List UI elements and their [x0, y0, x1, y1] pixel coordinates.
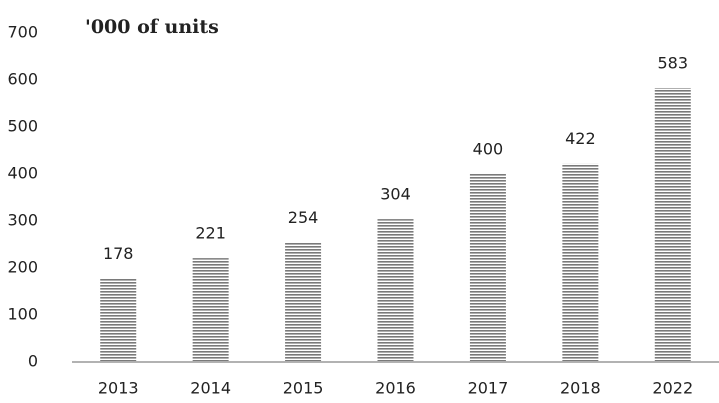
data-label: 422	[565, 129, 596, 148]
chart-title: '000 of units	[85, 16, 219, 38]
bar	[654, 87, 691, 363]
x-tick-label: 2015	[283, 379, 324, 398]
data-label: 400	[473, 140, 504, 159]
y-tick-label: 300	[7, 211, 38, 230]
data-label: 221	[195, 224, 226, 243]
bar	[192, 258, 229, 362]
y-tick-label: 600	[7, 70, 38, 89]
x-tick-label: 2022	[652, 379, 693, 398]
y-tick-label: 100	[7, 305, 38, 324]
data-label: 178	[103, 244, 134, 263]
bar	[562, 163, 599, 362]
y-tick-label: 0	[28, 352, 38, 371]
y-tick-label: 400	[7, 164, 38, 183]
y-tick-label: 500	[7, 117, 38, 136]
bar	[469, 174, 506, 362]
bar	[377, 219, 414, 362]
data-label: 304	[380, 185, 411, 204]
x-tick-label: 2018	[560, 379, 601, 398]
x-tick-label: 2014	[190, 379, 231, 398]
y-tick-label: 200	[7, 258, 38, 277]
x-tick-label: 2017	[468, 379, 509, 398]
data-label: 583	[658, 53, 689, 72]
x-tick-label: 2016	[375, 379, 416, 398]
data-label: 254	[288, 208, 319, 227]
x-tick-label: 2013	[98, 379, 139, 398]
y-tick-label: 700	[7, 23, 38, 42]
bar	[285, 242, 322, 362]
bar	[100, 278, 137, 362]
